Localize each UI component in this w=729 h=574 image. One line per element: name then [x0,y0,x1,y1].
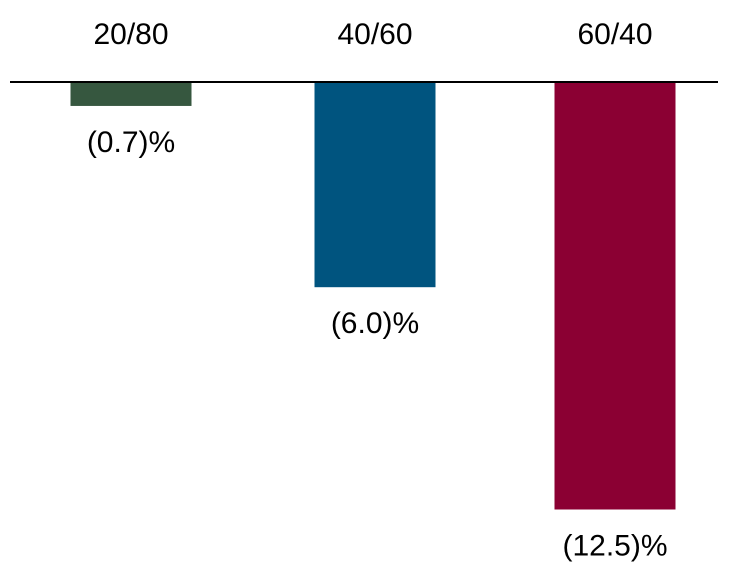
category-label-20-80: 20/80 [93,18,168,51]
bar-60-40 [554,82,676,510]
bars-group [70,82,676,510]
data-label-20-80: (0.7)% [87,126,175,159]
data-labels-group: (0.7)% (6.0)% (12.5)% [87,126,668,563]
category-labels-group: 20/80 40/60 60/40 [93,18,652,51]
category-label-40-60: 40/60 [337,18,412,51]
category-label-60-40: 60/40 [577,18,652,51]
data-label-40-60: (6.0)% [331,307,419,340]
bar-20-80 [70,82,192,106]
bar-40-60 [314,82,436,288]
data-label-60-40: (12.5)% [562,530,667,563]
